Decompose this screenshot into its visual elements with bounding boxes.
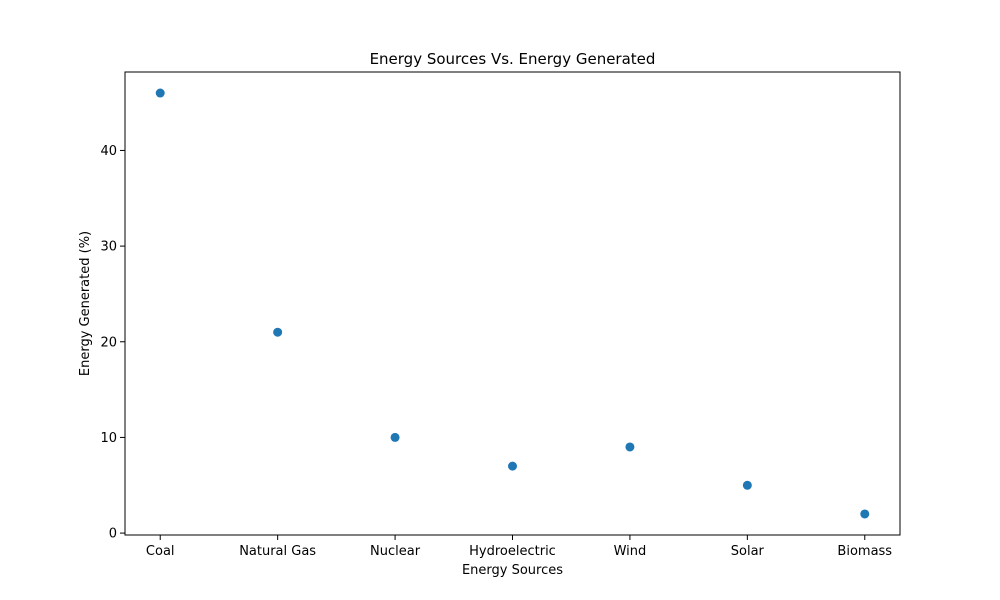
x-axis-label: Energy Sources	[462, 563, 563, 578]
y-tick-label: 20	[100, 335, 117, 350]
data-point-coal	[155, 88, 165, 98]
y-tick-label: 30	[100, 240, 117, 255]
y-tick-label: 10	[100, 431, 117, 446]
y-tick-label: 0	[109, 527, 117, 542]
data-point-wind	[625, 442, 635, 452]
y-axis-label: Energy Generated (%)	[78, 231, 93, 376]
y-tick-label: 40	[100, 144, 117, 159]
x-tick-label-hydroelectric: Hydroelectric	[469, 544, 556, 559]
x-tick-label-wind: Wind	[614, 544, 647, 559]
data-point-hydroelectric	[508, 461, 517, 471]
data-point-natural-gas	[273, 327, 283, 337]
data-points	[155, 88, 870, 519]
x-tick-label-natural-gas: Natural Gas	[239, 544, 316, 559]
x-tick-label-biomass: Biomass	[837, 544, 892, 559]
chart-title: Energy Sources Vs. Energy Generated	[370, 50, 656, 68]
data-point-nuclear	[390, 432, 400, 442]
x-axis-ticks: Coal Natural Gas Nuclear Hydroelectric Wind S…	[146, 535, 892, 559]
data-point-solar	[742, 480, 752, 490]
x-tick-label-solar: Solar	[731, 544, 765, 559]
y-axis-ticks: 0 10 20 30 40	[100, 144, 125, 542]
plot-area-frame	[124, 71, 901, 536]
x-tick-label-coal: Coal	[146, 544, 175, 559]
data-point-biomass	[860, 509, 870, 519]
x-tick-label-nuclear: Nuclear	[370, 544, 421, 559]
